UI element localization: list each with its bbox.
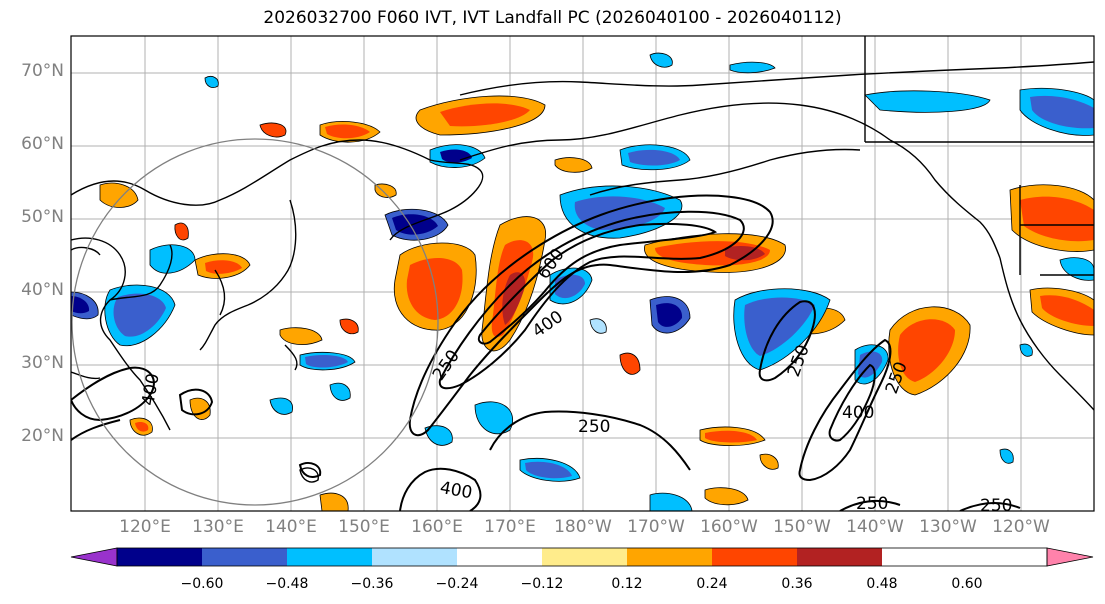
lon-label: 130°E [192, 517, 244, 537]
lon-label: 140°E [265, 517, 317, 537]
contour-label: 250 [856, 494, 888, 514]
lon-label: 170°W [627, 517, 685, 537]
search-radius-circle [71, 138, 439, 506]
lon-label: 180°W [554, 517, 612, 537]
lat-label: 70°N [21, 61, 64, 81]
contour-label: 250 [578, 417, 610, 437]
colorbar-tick-label: −0.60 [180, 576, 224, 592]
colorbar-tick-label: −0.12 [520, 576, 564, 592]
map-title: 2026032700 F060 IVT, IVT Landfall PC (20… [263, 8, 842, 28]
lon-label: 120°W [992, 517, 1050, 537]
colorbar-tick-label: −0.24 [435, 576, 479, 592]
coastlines [71, 36, 1094, 483]
contour-label: 400 [842, 403, 874, 423]
negative-anomaly-shading [71, 52, 1094, 511]
ivt-contours [71, 194, 1021, 511]
lat-label: 50°N [21, 207, 64, 227]
positive-anomaly-shading [99, 95, 1094, 511]
lon-label: 150°W [773, 517, 831, 537]
lat-label: 30°N [21, 353, 64, 373]
lat-label: 60°N [21, 134, 64, 154]
colorbar-tick-label: 0.36 [781, 576, 813, 592]
colorbar-tick-label: 0.12 [611, 576, 643, 592]
lon-label: 160°E [411, 517, 463, 537]
lon-label: 140°W [846, 517, 904, 537]
lat-lon-grid [71, 36, 1094, 511]
map-frame [70, 35, 1095, 512]
colorbar-tick-label: 0.48 [866, 576, 898, 592]
lon-label: 170°E [484, 517, 536, 537]
lon-label: 120°E [119, 517, 171, 537]
lon-label: 130°W [919, 517, 977, 537]
contour-label: 250 [980, 496, 1012, 516]
lat-label: 20°N [21, 426, 64, 446]
colorbar-tick-label: −0.36 [350, 576, 394, 592]
lat-label: 40°N [21, 280, 64, 300]
lon-label: 160°W [700, 517, 758, 537]
colorbar-tick-label: 0.60 [951, 576, 983, 592]
lon-label: 150°E [338, 517, 390, 537]
colorbar-tick-label: 0.24 [696, 576, 728, 592]
colorbar-tick-label: −0.48 [265, 576, 309, 592]
